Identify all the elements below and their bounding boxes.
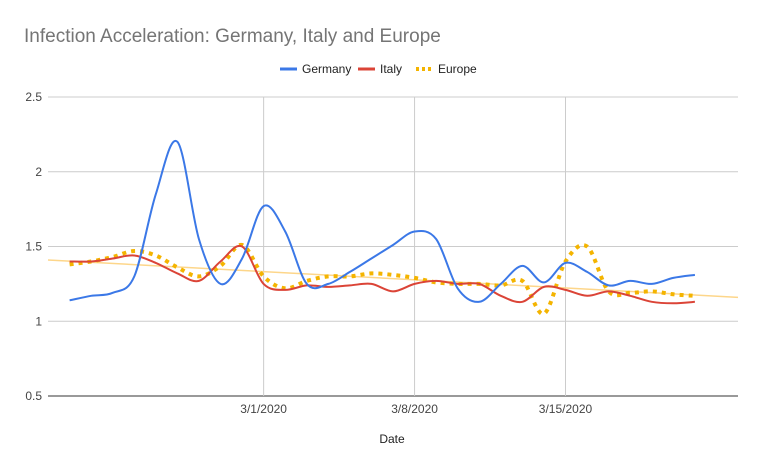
x-tick-label: 3/1/2020: [240, 402, 287, 416]
series-line-germany: [69, 139, 696, 303]
gridlines: [48, 96, 738, 397]
legend: Germany Italy Europe: [280, 62, 477, 76]
x-axis-title: Date: [379, 432, 405, 446]
y-tick-label: 1: [35, 314, 42, 328]
y-tick-label: 2.5: [25, 90, 42, 104]
legend-label-europe: Europe: [438, 62, 477, 76]
series-line-europe: [69, 243, 696, 316]
x-tick-label: 3/15/2020: [539, 402, 593, 416]
y-tick-label: 0.5: [25, 389, 42, 403]
legend-label-germany: Germany: [302, 62, 351, 76]
y-axis-ticks: 0.5 1 1.5 2 2.5: [25, 90, 42, 403]
x-axis-ticks: 3/1/2020 3/8/2020 3/15/2020: [240, 402, 592, 416]
plot-area: [47, 139, 739, 316]
legend-label-italy: Italy: [380, 62, 402, 76]
y-tick-label: 2: [35, 165, 42, 179]
series-line-italy: [69, 244, 695, 305]
y-tick-label: 1.5: [25, 240, 42, 254]
chart-title: Infection Acceleration: Germany, Italy a…: [24, 26, 441, 47]
x-tick-label: 3/8/2020: [391, 402, 438, 416]
